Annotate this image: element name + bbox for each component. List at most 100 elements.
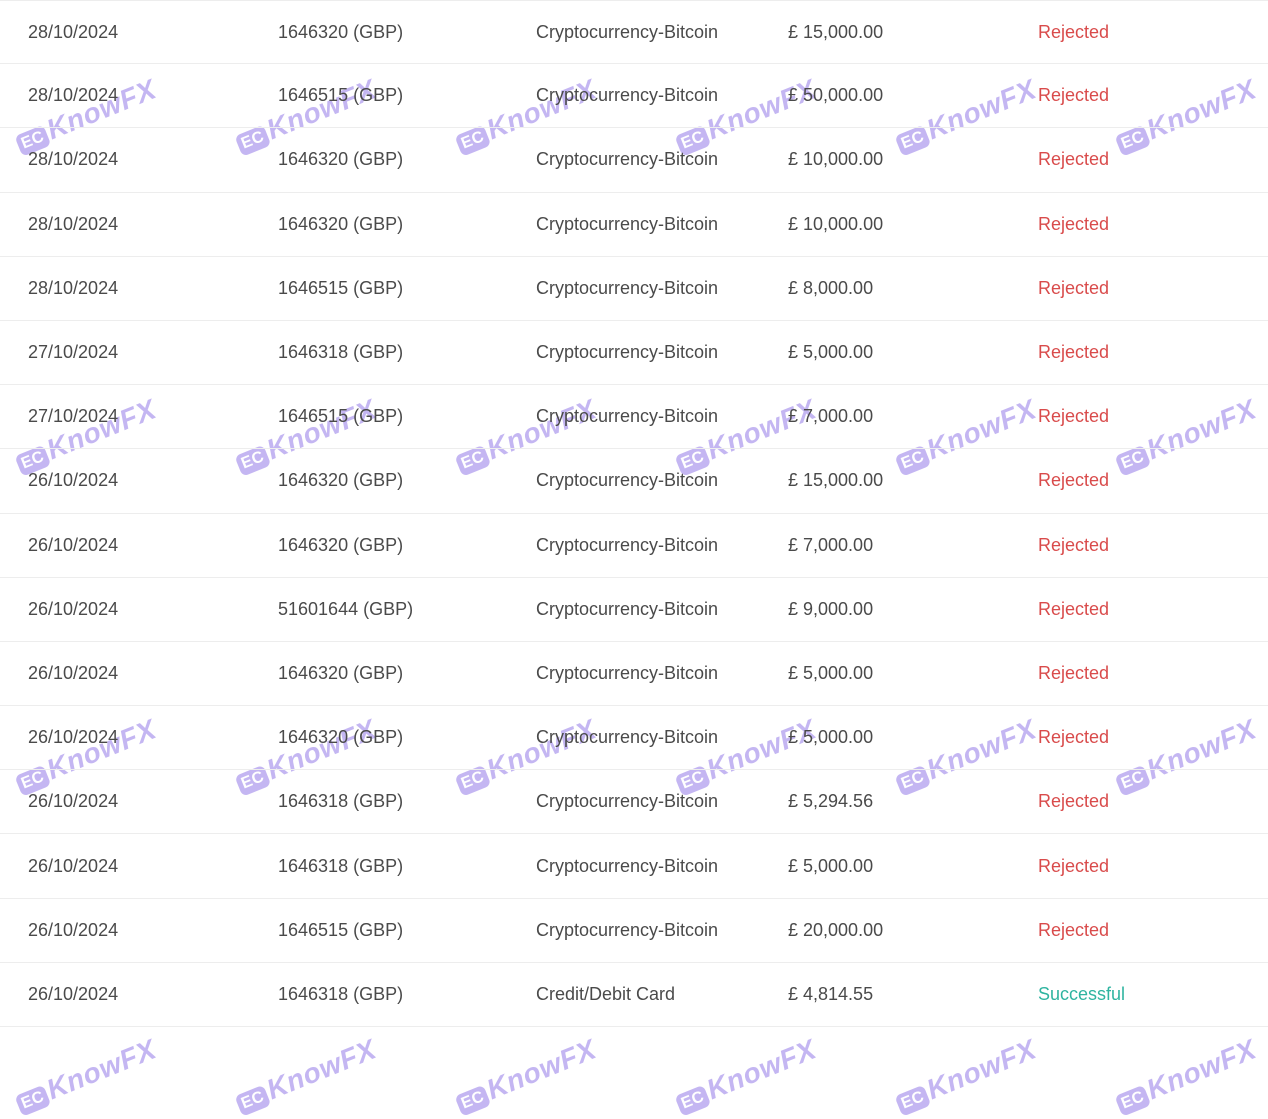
cell-status: Rejected (1038, 278, 1260, 299)
table-row[interactable]: 26/10/20241646320 (GBP)Cryptocurrency-Bi… (0, 449, 1268, 513)
cell-status: Rejected (1038, 214, 1260, 235)
cell-date: 26/10/2024 (28, 984, 278, 1005)
cell-status: Rejected (1038, 727, 1260, 748)
cell-account: 1646318 (GBP) (278, 342, 536, 363)
cell-amount: £ 8,000.00 (788, 278, 1038, 299)
cell-amount: £ 10,000.00 (788, 214, 1038, 235)
watermark: ECKnowFX (231, 1033, 380, 1118)
cell-account: 1646320 (GBP) (278, 663, 536, 684)
cell-method: Cryptocurrency-Bitcoin (536, 791, 788, 812)
watermark-badge: EC (674, 1085, 711, 1117)
cell-date: 28/10/2024 (28, 278, 278, 299)
watermark: ECKnowFX (891, 1033, 1040, 1118)
watermark: ECKnowFX (11, 1033, 160, 1118)
cell-account: 51601644 (GBP) (278, 599, 536, 620)
table-row[interactable]: 26/10/20241646318 (GBP)Cryptocurrency-Bi… (0, 770, 1268, 834)
cell-date: 26/10/2024 (28, 727, 278, 748)
table-row[interactable]: 26/10/20241646515 (GBP)Cryptocurrency-Bi… (0, 899, 1268, 963)
cell-date: 26/10/2024 (28, 663, 278, 684)
cell-status: Rejected (1038, 85, 1260, 106)
table-row[interactable]: 27/10/20241646515 (GBP)Cryptocurrency-Bi… (0, 385, 1268, 449)
cell-account: 1646515 (GBP) (278, 920, 536, 941)
cell-amount: £ 50,000.00 (788, 85, 1038, 106)
cell-account: 1646318 (GBP) (278, 791, 536, 812)
cell-method: Cryptocurrency-Bitcoin (536, 599, 788, 620)
cell-status: Rejected (1038, 406, 1260, 427)
cell-method: Cryptocurrency-Bitcoin (536, 85, 788, 106)
cell-method: Cryptocurrency-Bitcoin (536, 727, 788, 748)
watermark-badge: EC (894, 1085, 931, 1117)
cell-method: Cryptocurrency-Bitcoin (536, 22, 788, 43)
cell-amount: £ 5,294.56 (788, 791, 1038, 812)
table-row[interactable]: 26/10/20241646318 (GBP)Credit/Debit Card… (0, 963, 1268, 1027)
cell-amount: £ 20,000.00 (788, 920, 1038, 941)
cell-date: 28/10/2024 (28, 149, 278, 170)
cell-date: 26/10/2024 (28, 599, 278, 620)
watermark: ECKnowFX (451, 1033, 600, 1118)
watermark-text: KnowFX (262, 1033, 380, 1105)
watermark-text: KnowFX (482, 1033, 600, 1105)
cell-date: 26/10/2024 (28, 470, 278, 491)
cell-method: Cryptocurrency-Bitcoin (536, 149, 788, 170)
cell-amount: £ 5,000.00 (788, 856, 1038, 877)
cell-date: 26/10/2024 (28, 791, 278, 812)
transactions-table: 28/10/20241646320 (GBP)Cryptocurrency-Bi… (0, 0, 1268, 1027)
cell-amount: £ 5,000.00 (788, 663, 1038, 684)
cell-status: Rejected (1038, 470, 1260, 491)
cell-method: Cryptocurrency-Bitcoin (536, 663, 788, 684)
cell-amount: £ 5,000.00 (788, 342, 1038, 363)
watermark-text: KnowFX (922, 1033, 1040, 1105)
table-row[interactable]: 26/10/20241646320 (GBP)Cryptocurrency-Bi… (0, 514, 1268, 578)
cell-method: Cryptocurrency-Bitcoin (536, 278, 788, 299)
cell-method: Cryptocurrency-Bitcoin (536, 342, 788, 363)
table-row[interactable]: 28/10/20241646320 (GBP)Cryptocurrency-Bi… (0, 193, 1268, 257)
cell-date: 27/10/2024 (28, 406, 278, 427)
cell-account: 1646320 (GBP) (278, 214, 536, 235)
cell-account: 1646320 (GBP) (278, 470, 536, 491)
cell-account: 1646320 (GBP) (278, 149, 536, 170)
cell-account: 1646318 (GBP) (278, 856, 536, 877)
table-row[interactable]: 26/10/202451601644 (GBP)Cryptocurrency-B… (0, 578, 1268, 642)
cell-date: 26/10/2024 (28, 856, 278, 877)
watermark-badge: EC (454, 1085, 491, 1117)
cell-status: Rejected (1038, 599, 1260, 620)
watermark: ECKnowFX (1111, 1033, 1260, 1118)
table-row[interactable]: 26/10/20241646320 (GBP)Cryptocurrency-Bi… (0, 706, 1268, 770)
watermark-text: KnowFX (702, 1033, 820, 1105)
cell-account: 1646318 (GBP) (278, 984, 536, 1005)
table-row[interactable]: 26/10/20241646320 (GBP)Cryptocurrency-Bi… (0, 642, 1268, 706)
cell-status: Rejected (1038, 791, 1260, 812)
watermark-badge: EC (234, 1085, 271, 1117)
watermark: ECKnowFX (671, 1033, 820, 1118)
table-row[interactable]: 28/10/20241646515 (GBP)Cryptocurrency-Bi… (0, 64, 1268, 128)
cell-amount: £ 10,000.00 (788, 149, 1038, 170)
table-row[interactable]: 28/10/20241646320 (GBP)Cryptocurrency-Bi… (0, 128, 1268, 192)
cell-method: Cryptocurrency-Bitcoin (536, 920, 788, 941)
cell-method: Cryptocurrency-Bitcoin (536, 470, 788, 491)
table-row[interactable]: 27/10/20241646318 (GBP)Cryptocurrency-Bi… (0, 321, 1268, 385)
cell-method: Cryptocurrency-Bitcoin (536, 535, 788, 556)
watermark-text: KnowFX (1142, 1033, 1260, 1105)
cell-status: Rejected (1038, 663, 1260, 684)
cell-account: 1646320 (GBP) (278, 535, 536, 556)
cell-date: 28/10/2024 (28, 214, 278, 235)
cell-status: Rejected (1038, 22, 1260, 43)
cell-status: Rejected (1038, 920, 1260, 941)
table-row[interactable]: 28/10/20241646515 (GBP)Cryptocurrency-Bi… (0, 257, 1268, 321)
cell-date: 26/10/2024 (28, 535, 278, 556)
cell-amount: £ 9,000.00 (788, 599, 1038, 620)
cell-status: Successful (1038, 984, 1260, 1005)
table-row[interactable]: 28/10/20241646320 (GBP)Cryptocurrency-Bi… (0, 0, 1268, 64)
cell-date: 26/10/2024 (28, 920, 278, 941)
watermark-badge: EC (14, 1085, 51, 1117)
cell-amount: £ 7,000.00 (788, 406, 1038, 427)
watermark-badge: EC (1114, 1085, 1151, 1117)
cell-amount: £ 15,000.00 (788, 22, 1038, 43)
cell-account: 1646320 (GBP) (278, 727, 536, 748)
table-row[interactable]: 26/10/20241646318 (GBP)Cryptocurrency-Bi… (0, 834, 1268, 898)
cell-amount: £ 15,000.00 (788, 470, 1038, 491)
cell-method: Cryptocurrency-Bitcoin (536, 856, 788, 877)
cell-status: Rejected (1038, 342, 1260, 363)
cell-status: Rejected (1038, 149, 1260, 170)
cell-account: 1646515 (GBP) (278, 278, 536, 299)
